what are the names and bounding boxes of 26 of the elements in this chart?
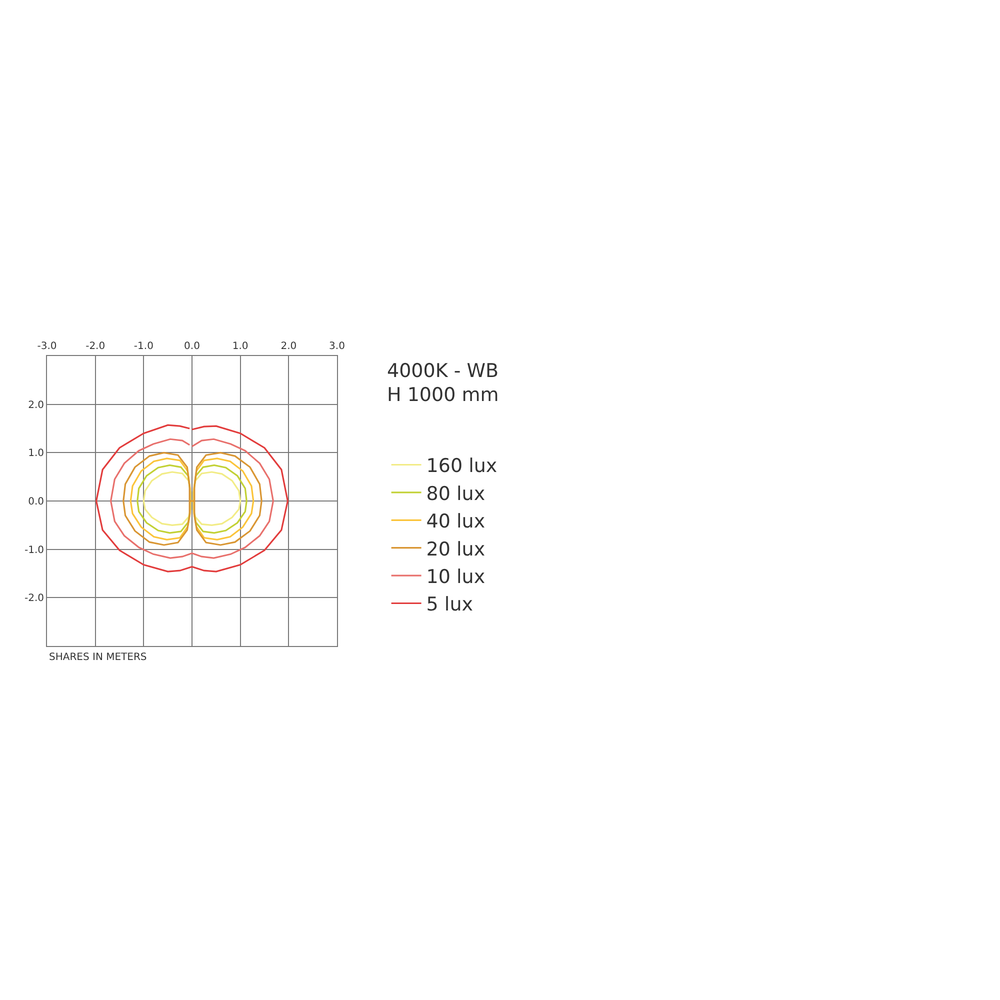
legend-label: 10 lux xyxy=(426,566,486,588)
legend-label: 5 lux xyxy=(426,594,474,616)
x-tick-label: -1.0 xyxy=(134,341,154,352)
x-tick-label: -3.0 xyxy=(37,341,57,352)
x-tick-label: -2.0 xyxy=(86,341,106,352)
line-series xyxy=(122,452,262,546)
legend-label: 80 lux xyxy=(426,482,486,505)
line-series xyxy=(130,458,254,540)
x-tick-label: 3.0 xyxy=(329,341,345,352)
y-tick-label: 2.0 xyxy=(28,400,44,411)
line-series xyxy=(142,471,242,526)
legend-label: 20 lux xyxy=(426,538,486,560)
text: 4000K - WB xyxy=(387,360,499,382)
legend-label: 40 lux xyxy=(426,510,486,533)
text: H 1000 mm xyxy=(387,384,499,406)
y-tick-label: 0.0 xyxy=(28,496,44,508)
legend-label: 160 lux xyxy=(426,455,498,478)
x-tick-label: 1.0 xyxy=(232,341,248,352)
x-axis-title: SHARES IN METERS xyxy=(49,652,147,663)
line-series xyxy=(110,438,274,559)
x-tick-label: 2.0 xyxy=(280,341,297,352)
y-tick-label: 1.0 xyxy=(28,448,44,460)
y-tick-label: -2.0 xyxy=(24,593,44,604)
y-tick-label: -1.0 xyxy=(24,544,44,556)
line-series xyxy=(96,424,288,572)
x-tick-label: 0.0 xyxy=(184,341,200,352)
